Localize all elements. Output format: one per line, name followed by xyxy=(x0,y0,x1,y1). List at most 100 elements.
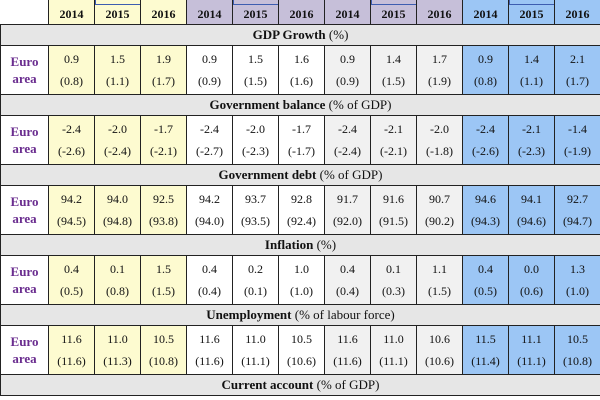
current-forecast-value: 94.2 xyxy=(199,192,220,206)
previous-forecast-value: (-2.3) xyxy=(242,144,269,158)
value-cell: -1.4 (-1.9) xyxy=(554,115,600,165)
current-forecast-value: 0.4 xyxy=(478,262,493,276)
previous-forecast-value: (1.0) xyxy=(290,284,313,298)
section-title-text: Inflation xyxy=(264,237,314,252)
current-forecast-value: -2.0 xyxy=(108,122,127,136)
value-cell: 1.4 (1.5) xyxy=(370,45,417,95)
section-title-text: GDP Growth xyxy=(252,27,326,42)
previous-forecast-value: (-2.6) xyxy=(472,144,499,158)
current-forecast-value: 11.6 xyxy=(199,332,220,346)
current-forecast-value: 11.0 xyxy=(107,332,128,346)
value-cell: 10.6 (10.6) xyxy=(416,325,463,375)
current-forecast-value: 0.0 xyxy=(524,262,539,276)
previous-forecast-value: (0.8) xyxy=(474,74,497,88)
value-cell: 2.1 (1.7) xyxy=(554,45,600,95)
value-cell: 0.1 (0.8) xyxy=(94,255,141,305)
current-forecast-value: 11.0 xyxy=(383,332,404,346)
current-forecast-value: 10.5 xyxy=(153,332,174,346)
previous-forecast-value: (0.9) xyxy=(198,74,221,88)
row-label-line: area xyxy=(12,141,37,156)
year-header-cell: 2016 xyxy=(140,0,187,25)
section-title-text: Current account xyxy=(221,377,314,392)
year-header-cell: 2014 xyxy=(186,0,233,25)
value-cell: 10.5 (10.8) xyxy=(554,325,600,375)
previous-forecast-value: (11.6) xyxy=(195,354,224,368)
year-label: 2014 xyxy=(335,7,360,21)
current-forecast-value: 0.9 xyxy=(478,52,493,66)
year-header-cell: 2015 xyxy=(232,0,287,25)
current-forecast-value: 11.0 xyxy=(245,332,266,346)
value-cell: -2.4 (-2.6) xyxy=(48,115,95,165)
value-cell: 11.6 (11.6) xyxy=(186,325,233,375)
previous-forecast-value: (10.8) xyxy=(149,354,178,368)
current-forecast-value: 1.6 xyxy=(294,52,309,66)
current-forecast-value: -2.4 xyxy=(476,122,495,136)
previous-forecast-value: (0.3) xyxy=(382,284,405,298)
current-forecast-value: 1.9 xyxy=(156,52,171,66)
previous-forecast-value: (-2.4) xyxy=(334,144,361,158)
previous-forecast-value: (90.2) xyxy=(425,214,454,228)
previous-forecast-value: (10.8) xyxy=(563,354,592,368)
year-header-cell: 2016 xyxy=(416,0,463,25)
section-title-unit: (% of GDP) xyxy=(316,167,383,182)
previous-forecast-value: (92.4) xyxy=(287,214,316,228)
value-cell: 11.0 (11.1) xyxy=(232,325,279,375)
value-cell: 92.7 (94.7) xyxy=(554,185,600,235)
previous-forecast-value: (-2.6) xyxy=(58,144,85,158)
current-forecast-value: 11.6 xyxy=(337,332,358,346)
previous-forecast-value: (-2.3) xyxy=(518,144,545,158)
current-forecast-value: 94.6 xyxy=(475,192,496,206)
year-header-cell: 2014 xyxy=(324,0,371,25)
current-forecast-value: 0.4 xyxy=(340,262,355,276)
section-title-row: Government balance (% of GDP) xyxy=(0,94,600,116)
previous-forecast-value: (10.6) xyxy=(425,354,454,368)
value-cell: 11.1 (11.1) xyxy=(508,325,555,375)
data-row: Euro area 0.9 (0.8) 1.5 (1.1) 1.9 (1.7) 0.9 (0.9)… xyxy=(0,45,600,95)
year-label: 2015 xyxy=(243,7,268,21)
current-forecast-value: -2.0 xyxy=(430,122,449,136)
row-label-euro-area: Euro area xyxy=(0,115,49,165)
value-cell: -2.4 (-2.6) xyxy=(462,115,509,165)
previous-forecast-value: (0.4) xyxy=(198,284,221,298)
current-forecast-value: 93.7 xyxy=(245,192,266,206)
current-forecast-value: 11.6 xyxy=(61,332,82,346)
previous-forecast-value: (11.4) xyxy=(471,354,500,368)
previous-forecast-value: (1.5) xyxy=(244,74,267,88)
previous-forecast-value: (11.6) xyxy=(333,354,362,368)
header-corner xyxy=(0,0,49,25)
value-cell: -2.1 (-2.3) xyxy=(508,115,555,165)
previous-forecast-value: (1.7) xyxy=(566,74,589,88)
current-forecast-value: 1.1 xyxy=(432,262,447,276)
year-label: 2016 xyxy=(565,7,590,21)
value-cell: 1.6 (1.6) xyxy=(278,45,325,95)
previous-forecast-value: (0.1) xyxy=(244,284,267,298)
current-forecast-value: 11.1 xyxy=(521,332,542,346)
previous-forecast-value: (0.4) xyxy=(336,284,359,298)
value-cell: 11.6 (11.6) xyxy=(324,325,371,375)
year-label: 2014 xyxy=(473,7,498,21)
previous-forecast-value: (1.5) xyxy=(428,284,451,298)
year-header-cell: 2015 xyxy=(508,0,563,25)
section-title: Government debt (% of GDP) xyxy=(0,164,600,186)
value-cell: 1.5 (1.5) xyxy=(140,255,187,305)
previous-forecast-value: (11.1) xyxy=(379,354,408,368)
value-cell: 94.1 (94.6) xyxy=(508,185,555,235)
previous-forecast-value: (11.1) xyxy=(241,354,270,368)
value-cell: 11.0 (11.1) xyxy=(370,325,417,375)
section-title: Unemployment (% of labour force) xyxy=(0,304,600,326)
current-forecast-value: 0.9 xyxy=(340,52,355,66)
value-cell: 0.9 (0.9) xyxy=(324,45,371,95)
previous-forecast-value: (94.5) xyxy=(57,214,86,228)
previous-forecast-value: (11.6) xyxy=(57,354,86,368)
previous-forecast-value: (93.5) xyxy=(241,214,270,228)
year-header-cell: 2016 xyxy=(554,0,600,25)
value-cell: 0.4 (0.4) xyxy=(324,255,371,305)
value-cell: -1.7 (-2.1) xyxy=(140,115,187,165)
value-cell: 0.9 (0.8) xyxy=(48,45,95,95)
previous-forecast-value: (-2.1) xyxy=(380,144,407,158)
previous-forecast-value: (11.3) xyxy=(103,354,132,368)
year-header-row: 2014 2015 2016 2014 2015 2016 2014 2015 2016 2014… xyxy=(0,0,600,25)
value-cell: 1.9 (1.7) xyxy=(140,45,187,95)
value-cell: 0.9 (0.9) xyxy=(186,45,233,95)
